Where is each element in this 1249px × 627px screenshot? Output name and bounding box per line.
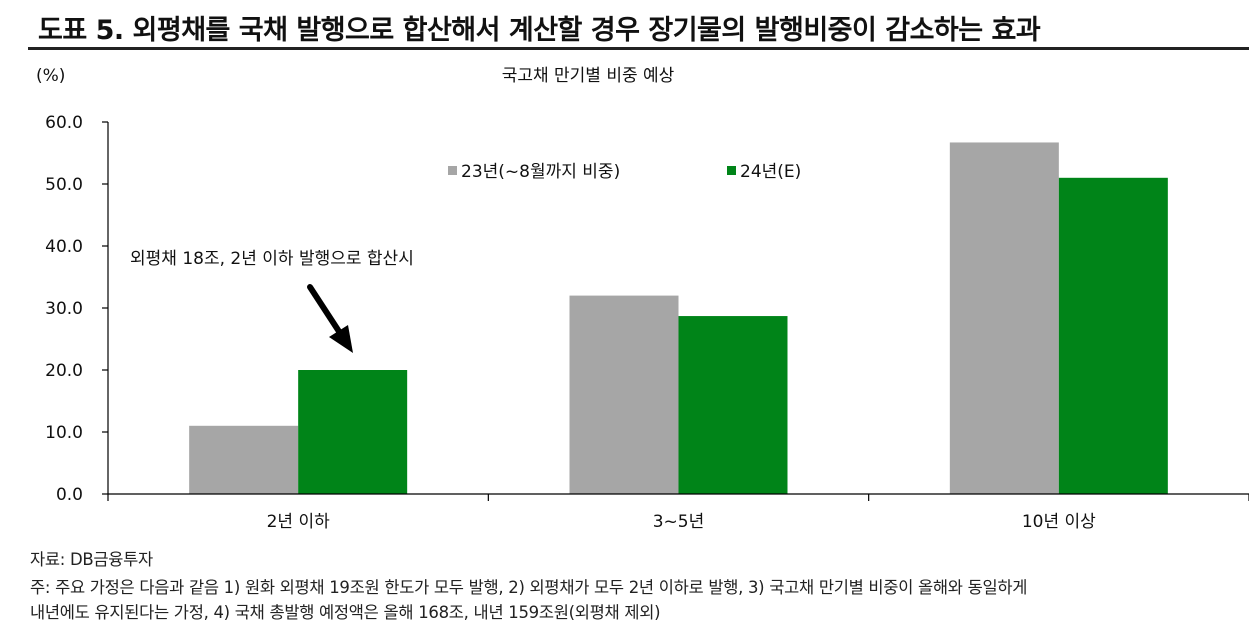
legend: 23년(~8월까지 비중) 24년(E): [448, 162, 801, 182]
y-axis-ticks: 0.0 10.0 20.0 30.0 40.0 50.0 60.0: [45, 113, 109, 505]
legend-swatch: [727, 166, 736, 175]
x-category-label: 10년 이상: [1022, 512, 1096, 532]
annotation-text: 외평채 18조, 2년 이하 발행으로 합산시: [130, 249, 414, 269]
bar-gray-0: [189, 425, 299, 494]
bar-chart: (%) 국고채 만기별 비중 예상 0.0 10.0 20.0 30.0 40.0 50.…: [36, 66, 1249, 532]
legend-label: 23년(~8월까지 비중): [461, 162, 620, 182]
assumption-note-line2: 내년에도 유지된다는 가정, 4) 국채 총발행 예정액은 올해 168조, 내…: [30, 603, 661, 622]
assumption-note-line1: 주: 주요 가정은 다음과 같음 1) 원화 외평채 19조원 한도가 모두 발…: [30, 578, 1028, 597]
y-tick-label: 0.0: [56, 485, 83, 505]
figure-title: 도표 5. 외평채를 국채 발행으로 합산해서 계산할 경우 장기물의 발행비중…: [38, 15, 1041, 46]
annotation-arrow-shaft: [307, 284, 343, 336]
y-tick-label: 30.0: [45, 299, 83, 319]
legend-swatch: [448, 166, 457, 175]
bar-green-1: [678, 316, 788, 494]
y-tick-label: 20.0: [45, 361, 83, 381]
source-note: 자료: DB금융투자: [30, 550, 153, 569]
bar-gray-1: [569, 295, 679, 494]
bar-green-0: [298, 370, 408, 494]
annotation-arrow-head: [329, 325, 353, 353]
y-tick-label: 10.0: [45, 423, 83, 443]
y-tick-label: 50.0: [45, 175, 83, 195]
title-divider: [28, 47, 1249, 50]
bars: [189, 142, 1168, 495]
x-category-label: 2년 이하: [267, 512, 330, 532]
bar-gray-2: [949, 142, 1059, 494]
chart-title: 국고채 만기별 비중 예상: [502, 66, 675, 86]
y-axis-label: (%): [36, 66, 65, 86]
x-category-label: 3~5년: [653, 512, 705, 532]
legend-label: 24년(E): [740, 162, 801, 182]
annotation: 외평채 18조, 2년 이하 발행으로 합산시: [130, 249, 414, 353]
x-axis: 2년 이하 3~5년 10년 이상: [107, 493, 1249, 532]
y-tick-label: 40.0: [45, 237, 83, 257]
bar-green-2: [1058, 177, 1168, 495]
y-tick-label: 60.0: [45, 113, 83, 133]
